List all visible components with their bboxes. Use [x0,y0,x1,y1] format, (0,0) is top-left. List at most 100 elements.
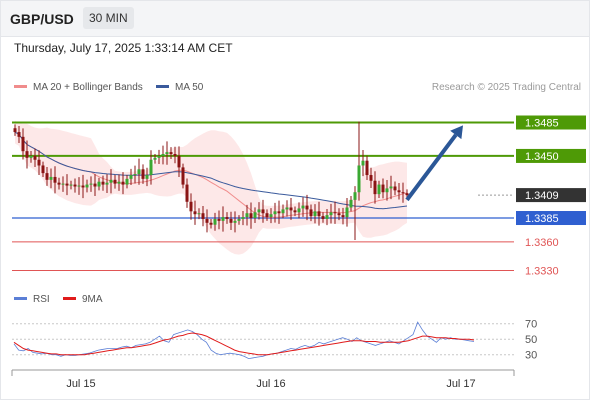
candle-body [93,183,97,187]
candle-body [137,169,141,175]
bollinger-band [15,120,407,255]
candle-body [361,160,365,166]
candle-body [329,212,333,216]
candle-body [89,183,93,185]
candle-body [253,212,257,219]
candle-body [401,192,405,194]
level-label-1-3409: 1.3409 [525,190,559,202]
candle-body [225,217,229,219]
candle-body [177,155,181,168]
timeframe-badge[interactable]: 30 MIN [83,7,134,29]
legend-label-ma20: MA 20 + Bollinger Bands [33,82,143,93]
candle-body [313,211,317,217]
candle-body [241,217,245,219]
candle-body [65,183,69,186]
rsi-tick-30: 30 [525,350,537,362]
candle-body [33,155,37,160]
candle-body [345,207,349,218]
candle-body [85,184,89,188]
rsi-line [13,321,475,360]
candle-body [273,211,277,215]
candle-body [193,211,197,215]
candle-body [97,181,101,187]
candle-body [141,169,145,179]
candle-body [249,213,253,219]
candle-body [49,176,53,180]
candle-body [121,181,125,185]
candle-body [261,209,265,214]
candle-body [257,209,261,213]
x-tick-label: Jul 15 [66,378,95,390]
candle-body [381,184,385,193]
candle-body [397,190,401,193]
candle-body [213,218,217,225]
candle-body [289,207,293,211]
level-label-1-3385: 1.3385 [525,213,559,225]
candle-body [69,184,73,186]
candle-body [145,175,149,179]
candle-body [389,186,393,189]
candle-body [221,217,225,221]
ma50-line [14,131,408,210]
projection-arrow [405,133,458,202]
candle-body [13,128,17,133]
candle-body [297,208,301,213]
candle-body [129,175,133,179]
candle-body [405,193,409,196]
candle-body [53,176,57,183]
candle-body [393,186,397,191]
candle-body [349,199,353,208]
candle-body [285,207,289,210]
candle-body [165,152,169,155]
candle-body [157,155,161,158]
legend-swatch-rsi [14,297,27,300]
level-tag-1-3450 [516,148,586,163]
candle-body [301,205,305,209]
candle-body [385,188,389,193]
legend-label-ma50: MA 50 [175,82,204,93]
legend-label-rsi: RSI [33,294,50,305]
candle-body [153,157,157,160]
candle-body [353,192,357,200]
candle-body [333,212,337,214]
candle-body [29,155,33,158]
candle-body [365,160,369,176]
candle-body [277,211,281,214]
candle-body [149,159,153,176]
candle-body [57,182,61,185]
candle-body [197,213,201,215]
candle-body [269,214,273,218]
candle-body [317,211,321,217]
candle-body [245,213,249,218]
level-tag-1-3409 [516,188,586,203]
candle-body [281,209,285,214]
candle-body [17,132,21,137]
candle-body [341,215,345,218]
candle-body [185,184,189,202]
candle-body [309,209,313,217]
candle-body [61,183,65,185]
candle-body [201,213,205,219]
legend-label-rsi-ma: 9MA [82,294,103,305]
candle-body [189,201,193,212]
candle-body [337,213,341,216]
candle-body [369,175,373,181]
candle-body [373,180,377,195]
candle-body [377,184,381,195]
candle-body [173,154,177,156]
rsi-tick-50: 50 [525,334,537,346]
candle-body [217,218,221,221]
candle-body [205,218,209,223]
candle-body [81,185,85,188]
candle-body [233,220,237,223]
candle-body [105,182,109,185]
projection-arrow-head [450,125,463,140]
rsi-tick-70: 70 [525,319,537,331]
candle-body [229,218,233,223]
candle-body [209,222,213,225]
chart-timestamp: Thursday, July 17, 2025 1:33:14 AM CET [14,41,233,55]
level-label-1-3360: 1.3360 [525,237,559,249]
legend-swatch-rsi-ma [63,297,76,300]
x-tick-label: Jul 17 [446,378,475,390]
